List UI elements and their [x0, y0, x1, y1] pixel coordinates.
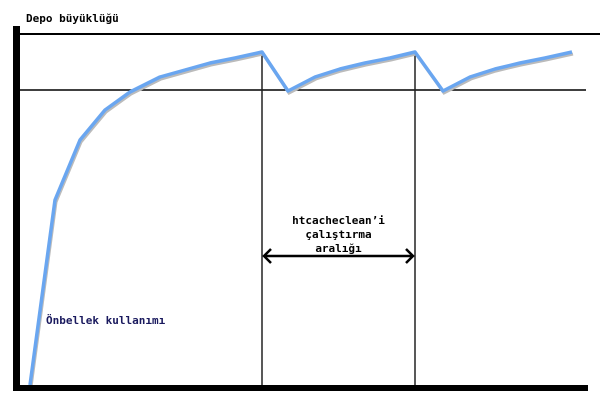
interval-arrow [262, 248, 415, 264]
cache-usage-curve-shadow [29, 52, 574, 388]
interval-label-line: htcacheclean’i [292, 214, 385, 227]
y-axis-label: Depo büyüklüğü [26, 12, 119, 25]
interval-label: htcacheclean’i çalıştırma aralığı [262, 214, 415, 256]
interval-label-line: çalıştırma [305, 228, 372, 241]
curve-label: Önbellek kullanımı [46, 314, 166, 327]
interval-label-line: aralığı [315, 242, 362, 255]
x-axis [13, 385, 588, 391]
y-axis [13, 26, 20, 391]
cache-usage-curve [28, 50, 573, 386]
